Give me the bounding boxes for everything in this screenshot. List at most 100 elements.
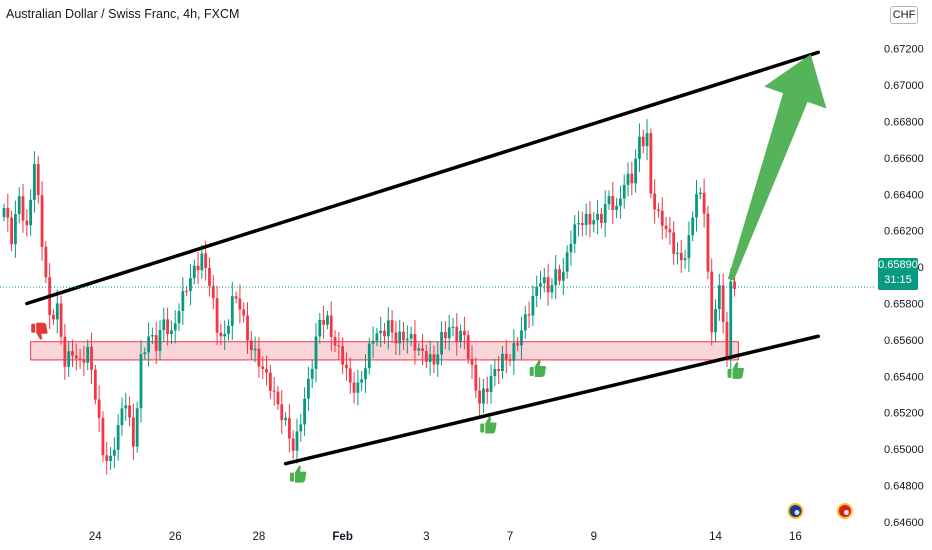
price-tick-label: 0.64600 <box>884 517 924 529</box>
candle-body <box>272 390 276 392</box>
candle-body <box>436 354 440 365</box>
candle-body <box>337 345 341 347</box>
candle-body <box>189 278 192 292</box>
currency-badge[interactable]: CHF <box>890 6 918 24</box>
australia-flag-icon <box>787 503 804 519</box>
candle-body <box>668 229 672 233</box>
thumbs-up-icon <box>480 416 497 434</box>
candle-body <box>230 296 234 326</box>
candle-body <box>78 358 82 360</box>
candle-body <box>6 207 10 218</box>
price-tick-label: 0.66800 <box>884 117 924 129</box>
candle-body <box>569 243 573 253</box>
candle-body <box>303 398 306 425</box>
candle-body <box>310 368 314 379</box>
candle-body <box>679 252 683 261</box>
time-axis[interactable]: 24 26 28 Feb 3 7 9 14 16 <box>89 531 802 543</box>
candle-body <box>120 408 124 426</box>
candle-body <box>695 194 698 218</box>
projection-arrow-layer <box>727 54 827 281</box>
candle-body <box>242 309 246 316</box>
candle-body <box>139 354 143 409</box>
candle-body <box>17 196 21 215</box>
time-tick-label: 14 <box>709 531 722 543</box>
events-layer <box>787 503 853 519</box>
candle-body <box>345 364 348 369</box>
candle-body <box>352 382 356 393</box>
price-tick-label: 0.66600 <box>884 153 924 165</box>
candle-body <box>284 418 287 421</box>
candle-body <box>482 388 485 404</box>
candle-body <box>261 366 265 369</box>
candle-body <box>67 351 71 367</box>
candle-body <box>542 277 546 284</box>
candle-body <box>211 285 215 299</box>
candle-body <box>691 217 695 236</box>
candle-body <box>550 285 554 293</box>
candle-body <box>124 405 128 409</box>
candle-body <box>683 258 687 261</box>
candle-body <box>558 269 561 281</box>
candle-body <box>379 330 383 334</box>
price-tick-label: 0.64800 <box>884 481 924 493</box>
candle-body <box>162 319 166 331</box>
candle-body <box>657 209 660 211</box>
price-tick-label: 0.66400 <box>884 189 924 201</box>
green-arrow-icon <box>727 54 827 281</box>
thumbs-up-icon <box>289 465 307 483</box>
candle-body <box>592 220 596 225</box>
current-price-value: 0.65890 <box>878 259 918 271</box>
candle-body <box>428 354 432 362</box>
price-axis[interactable]: 0.64600 0.64800 0.65000 0.65200 0.65400 0.656… <box>884 44 924 529</box>
price-tick-label: 0.65400 <box>884 371 924 383</box>
candle-body <box>641 136 645 147</box>
candle-body <box>478 390 482 404</box>
candle-body <box>512 343 516 361</box>
candle-body <box>295 431 299 451</box>
candle-body <box>192 265 196 279</box>
candle-body <box>607 195 611 205</box>
time-tick-label: 28 <box>253 531 266 543</box>
candle-body <box>649 133 653 194</box>
candle-body <box>158 330 162 351</box>
candle-body <box>527 314 531 316</box>
candle-body <box>493 368 497 377</box>
candle-body <box>356 382 360 393</box>
upper-channel-line <box>25 50 821 306</box>
candle-body <box>291 438 295 451</box>
candle-body <box>44 246 48 278</box>
candle-body <box>109 455 112 462</box>
candle-body <box>580 223 584 226</box>
time-tick-label: 3 <box>423 531 429 543</box>
price-tick-label: 0.65000 <box>884 444 924 456</box>
candle-body <box>520 330 523 346</box>
candle-body <box>177 311 181 324</box>
candle-body <box>93 369 97 400</box>
price-tick-label: 0.65600 <box>884 335 924 347</box>
candle-body <box>215 298 219 333</box>
candle-body <box>131 417 135 447</box>
candle-body <box>698 192 702 195</box>
candle-body <box>489 376 493 393</box>
candle-body <box>413 333 417 351</box>
candle-body <box>234 296 238 299</box>
candle-body <box>371 340 375 344</box>
candle-body <box>634 158 638 184</box>
candle-body <box>154 335 158 351</box>
candle-body <box>82 359 86 363</box>
candle-body <box>253 348 257 351</box>
candle-body <box>619 198 622 206</box>
candle-body <box>299 424 303 432</box>
candle-body <box>238 298 242 310</box>
candle-body <box>329 315 333 337</box>
chart-title: Australian Dollar / Swiss Franc, 4h, FXC… <box>6 7 240 21</box>
candle-body <box>348 368 352 383</box>
time-tick-label: Feb <box>332 531 352 543</box>
candle-body <box>181 291 185 312</box>
candle-body <box>611 195 615 211</box>
candle-body <box>565 252 569 272</box>
candle-body <box>466 335 470 359</box>
support-zone-layer <box>30 341 739 361</box>
candle-body <box>714 309 717 333</box>
